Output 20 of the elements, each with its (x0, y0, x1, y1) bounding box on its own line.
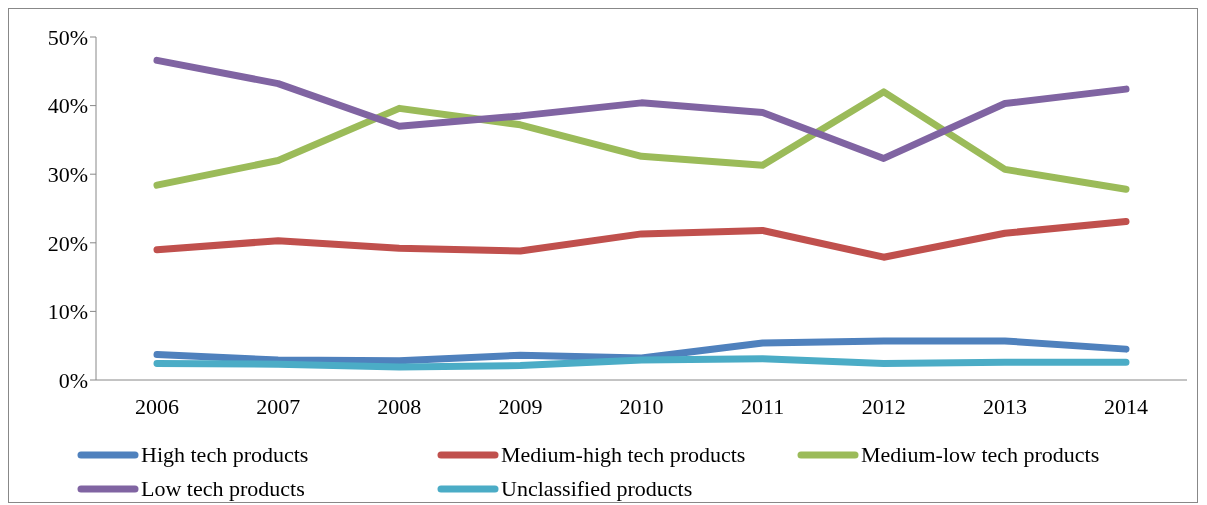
x-tick-label: 2008 (377, 393, 422, 419)
x-tick-label: 2009 (498, 393, 543, 419)
x-tick-label: 2011 (741, 393, 785, 419)
y-tick-label: 0% (58, 367, 88, 393)
y-tick-label: 20% (47, 230, 88, 256)
x-tick-label: 2014 (1104, 393, 1148, 419)
legend-label: High tech products (141, 442, 309, 468)
x-tick-label: 2013 (982, 393, 1027, 419)
legend-label: Unclassified products (501, 476, 693, 502)
legend-label: Low tech products (141, 476, 305, 502)
legend-label: Medium-low tech products (861, 442, 1100, 468)
y-tick-label: 10% (47, 299, 88, 325)
y-tick-label: 50% (47, 24, 88, 50)
legend-label: Medium-high tech products (501, 442, 746, 468)
y-tick-label: 40% (47, 93, 88, 119)
x-tick-label: 2012 (861, 393, 906, 419)
x-tick-label: 2010 (619, 393, 664, 419)
x-tick-label: 2007 (256, 393, 301, 419)
x-tick-label: 2006 (135, 393, 179, 419)
y-tick-label: 30% (47, 162, 88, 188)
